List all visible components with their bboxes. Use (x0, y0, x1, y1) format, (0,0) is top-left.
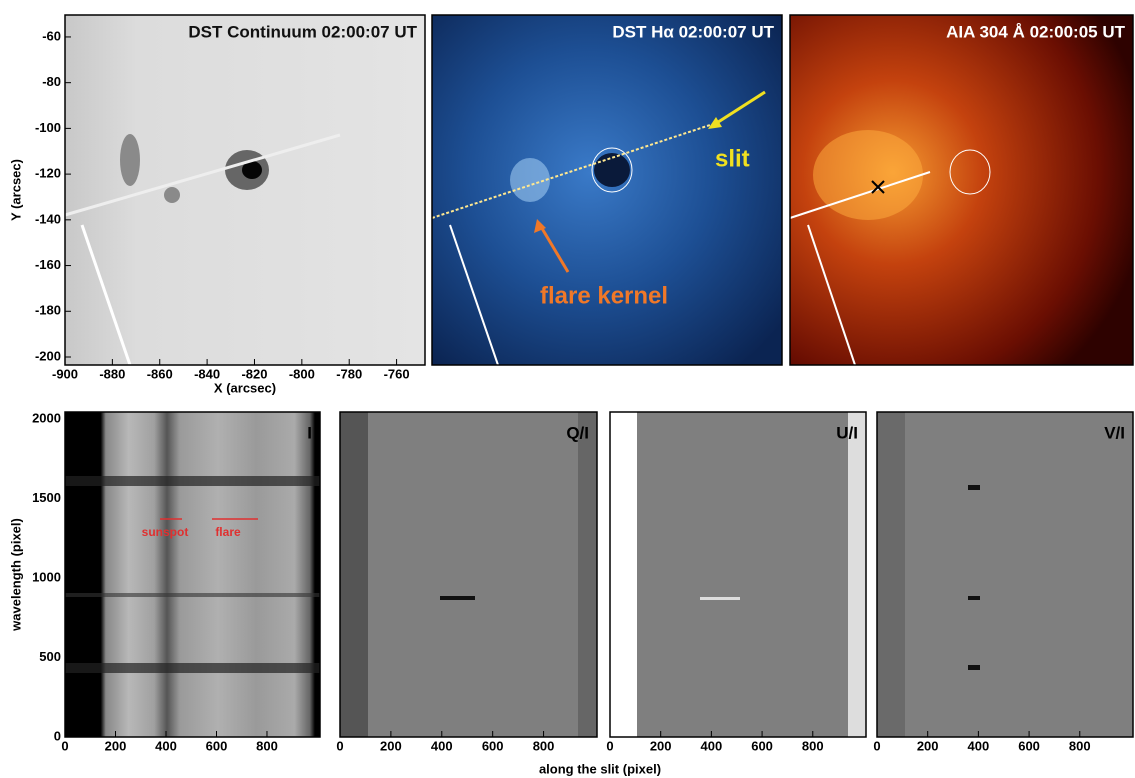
signal (968, 665, 980, 670)
y-tick-label: 1000 (32, 569, 61, 584)
stokes-u-image (610, 412, 866, 737)
x-tick-label: 0 (873, 738, 880, 753)
spectral-line (65, 663, 320, 673)
y-tick-label: -60 (42, 28, 61, 43)
x-tick-label: 0 (336, 738, 343, 753)
x-tick-label: 800 (802, 738, 824, 753)
x-tick-label: 800 (1069, 738, 1091, 753)
panel-title: AIA 304 Å 02:00:05 UT (946, 22, 1126, 41)
x-axis-label: along the slit (pixel) (539, 761, 661, 776)
panel-title: DST Hα 02:00:07 UT (612, 22, 774, 41)
panel-label: Q/I (566, 423, 589, 442)
noise-strip (340, 412, 368, 737)
x-tick-label: -880 (99, 366, 125, 381)
figure: slit flare kernel sunspot flare DST Cont… (0, 0, 1135, 778)
x-tick-label: 400 (155, 738, 177, 753)
stokes-i-image (65, 412, 320, 737)
y-tick-label: 500 (39, 649, 61, 664)
x-tick-label: 600 (1018, 738, 1040, 753)
x-tick-label: -820 (241, 366, 267, 381)
spectral-line (65, 593, 320, 597)
x-tick-label: 400 (968, 738, 990, 753)
signal (968, 485, 980, 490)
x-tick-label: 200 (917, 738, 939, 753)
signal (700, 597, 740, 600)
x-tick-label: -900 (52, 366, 78, 381)
pore (164, 187, 180, 203)
signal (440, 596, 475, 600)
x-axis-label: X (arcsec) (214, 380, 276, 395)
x-tick-label: -760 (384, 366, 410, 381)
x-tick-label: 800 (533, 738, 555, 753)
x-tick-label: 0 (61, 738, 68, 753)
y-tick-label: -80 (42, 74, 61, 89)
sunspot (594, 153, 630, 187)
panel-label: I (307, 423, 312, 442)
stokes-q-image (340, 412, 597, 737)
x-tick-label: 400 (701, 738, 723, 753)
y-axis-label: Y (arcsec) (8, 159, 23, 221)
annotation: sunspot (142, 525, 189, 539)
x-tick-label: 200 (105, 738, 127, 753)
x-tick-label: 600 (206, 738, 228, 753)
spectral-line (65, 476, 320, 486)
y-tick-label: 0 (54, 728, 61, 743)
y-tick-label: 2000 (32, 410, 61, 425)
y-tick-label: -120 (35, 166, 61, 181)
x-tick-label: -840 (194, 366, 220, 381)
bright-region (813, 130, 923, 220)
x-tick-label: -800 (289, 366, 315, 381)
x-tick-label: 600 (751, 738, 773, 753)
edge-strip (848, 412, 866, 737)
annotation: flare kernel (540, 282, 668, 309)
annotation: slit (715, 145, 750, 172)
signal (968, 596, 980, 600)
y-tick-label: -140 (35, 211, 61, 226)
continuum-image (65, 15, 425, 365)
edge-strip (578, 412, 597, 737)
x-tick-label: 400 (431, 738, 453, 753)
panel-label: V/I (1104, 423, 1125, 442)
annotation: flare (215, 525, 241, 539)
y-tick-label: 1500 (32, 490, 61, 505)
panel-title: DST Continuum 02:00:07 UT (188, 22, 417, 41)
x-tick-label: -780 (336, 366, 362, 381)
edge-strip (610, 412, 637, 737)
x-tick-label: -860 (147, 366, 173, 381)
x-tick-label: 200 (650, 738, 672, 753)
x-tick-label: 800 (256, 738, 278, 753)
pore (120, 134, 140, 186)
y-tick-label: -100 (35, 120, 61, 135)
y-tick-label: -160 (35, 257, 61, 272)
y-axis-label: wavelength (pixel) (8, 518, 23, 632)
stokes-v-image (877, 412, 1133, 737)
y-tick-label: -200 (35, 348, 61, 363)
halpha-image (432, 15, 782, 365)
x-tick-label: 200 (380, 738, 402, 753)
x-tick-label: 600 (482, 738, 504, 753)
panel-label: U/I (836, 423, 858, 442)
x-tick-label: 0 (606, 738, 613, 753)
noise-strip (877, 412, 905, 737)
flare-kernel (510, 158, 550, 202)
y-tick-label: -180 (35, 303, 61, 318)
